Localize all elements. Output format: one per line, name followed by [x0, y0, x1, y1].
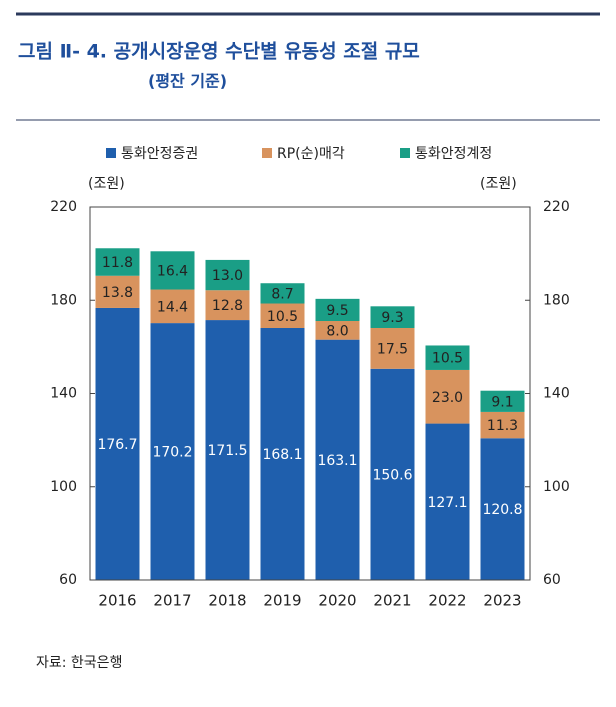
source: 자료: 한국은행	[36, 655, 122, 671]
y2-tick-label: 100	[543, 479, 570, 495]
legend-swatch	[106, 148, 116, 158]
bar-segment	[150, 289, 195, 324]
x-tick-label: 2018	[208, 592, 246, 610]
value-label: 127.1	[427, 495, 467, 511]
value-label: 120.8	[482, 502, 522, 518]
value-label: 14.4	[157, 299, 188, 315]
legend-label: RP(순)매각	[277, 146, 345, 162]
bar-segment	[95, 307, 140, 580]
value-label: 9.5	[326, 303, 348, 319]
value-label: 16.4	[157, 263, 188, 279]
bar-segment	[205, 290, 250, 321]
bar-segment	[260, 303, 305, 328]
legend-label: 통화안정증권	[121, 146, 198, 162]
x-tick-label: 2021	[373, 592, 411, 610]
value-label: 10.5	[432, 351, 463, 367]
legend-swatch	[262, 148, 272, 158]
value-label: 176.7	[97, 437, 137, 453]
y-tick-label: 180	[50, 292, 77, 308]
y2-tick-label: 180	[543, 292, 570, 308]
bar-segment	[480, 438, 525, 580]
y2-tick-label: 140	[543, 386, 570, 402]
bar-segment	[150, 323, 195, 580]
y-tick-label: 100	[50, 479, 77, 495]
value-label: 13.8	[102, 285, 133, 301]
legend-swatch	[400, 148, 410, 158]
bar-segment	[205, 259, 250, 291]
y2-tick-label: 60	[543, 572, 561, 588]
bar-segment	[150, 251, 195, 290]
value-label: 23.0	[432, 390, 463, 406]
bar-segment	[370, 306, 415, 328]
bar-segment	[480, 411, 525, 439]
value-label: 12.8	[212, 298, 243, 314]
value-label: 150.6	[372, 467, 412, 483]
bar-segment	[260, 283, 305, 304]
y2-tick-label: 220	[543, 199, 570, 215]
legend-label: 통화안정계정	[415, 146, 492, 162]
value-label: 168.1	[262, 447, 302, 463]
x-tick-label: 2017	[153, 592, 191, 610]
value-label: 170.2	[152, 445, 192, 461]
value-label: 11.8	[102, 255, 133, 271]
bar-segment	[425, 423, 470, 580]
bar-segment	[205, 320, 250, 580]
value-label: 9.3	[381, 310, 403, 326]
bar-segment	[315, 320, 360, 340]
y-axis-unit: (조원)	[88, 176, 125, 192]
bar-segment	[370, 368, 415, 580]
bar-segment	[425, 345, 470, 370]
value-label: 13.0	[212, 268, 243, 284]
x-tick-label: 2019	[263, 592, 301, 610]
x-tick-label: 2016	[98, 592, 136, 610]
value-label: 10.5	[267, 309, 298, 325]
bar-segment	[315, 298, 360, 321]
y-tick-label: 140	[50, 386, 77, 402]
y-tick-label: 60	[59, 572, 77, 588]
bar-segment	[370, 327, 415, 369]
value-label: 17.5	[377, 341, 408, 357]
value-label: 11.3	[487, 418, 518, 434]
y2-axis-unit: (조원)	[480, 176, 517, 192]
value-label: 163.1	[317, 453, 357, 469]
bar-segment	[315, 339, 360, 580]
bar-segment	[95, 248, 140, 276]
x-tick-label: 2020	[318, 592, 356, 610]
value-label: 171.5	[207, 443, 247, 459]
bar-segment	[480, 390, 525, 412]
bar-segment	[425, 369, 470, 424]
value-label: 9.1	[491, 394, 513, 410]
bar-segment	[95, 275, 140, 308]
chart-title: 그림 Ⅱ- 4. 공개시장운영 수단별 유동성 조절 규모	[18, 41, 420, 63]
y-tick-label: 220	[50, 199, 77, 215]
bar-segment	[260, 327, 305, 580]
chart-subtitle: (평잔 기준)	[148, 72, 227, 91]
x-tick-label: 2023	[483, 592, 521, 610]
value-label: 8.7	[271, 286, 293, 302]
value-label: 8.0	[326, 323, 348, 339]
x-tick-label: 2022	[428, 592, 466, 610]
plot-frame	[89, 206, 531, 581]
